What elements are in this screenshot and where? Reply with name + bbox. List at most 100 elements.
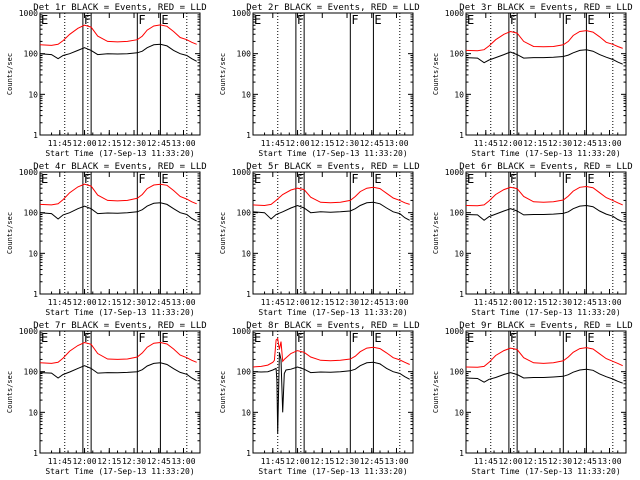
y-tick-label: 100: [450, 50, 465, 59]
x-axis-label: Start Time (17-Sep-13 11:33:20): [45, 308, 194, 317]
series-line-events: [465, 49, 623, 65]
x-tick-label: 13:00: [597, 139, 621, 148]
y-tick-label: 1: [246, 449, 251, 458]
y-tick-label: 100: [237, 50, 252, 59]
x-tick-label: 11:45: [48, 457, 72, 466]
region-label: E: [587, 172, 594, 186]
x-tick-label: 12:15: [97, 457, 121, 466]
x-tick-label: 11:45: [474, 457, 498, 466]
region-label: F: [297, 172, 304, 186]
series-line-events: [39, 362, 197, 382]
y-tick-label: 10: [241, 249, 251, 258]
x-tick-label: 12:15: [97, 139, 121, 148]
x-tick-label: 11:45: [474, 298, 498, 307]
series-line-lld: [465, 30, 623, 52]
y-axis-label: Counts/sec: [432, 371, 440, 413]
y-tick-label: 1000: [232, 9, 251, 18]
y-tick-label: 10: [28, 90, 38, 99]
region-label: F: [510, 331, 517, 345]
region-label: E: [374, 331, 381, 345]
y-tick-label: 1000: [19, 168, 38, 177]
region-label: E: [254, 331, 261, 345]
x-tick-label: 12:00: [498, 298, 522, 307]
x-tick-label: 12:00: [72, 457, 96, 466]
region-label: F: [564, 13, 571, 27]
x-axis-label: Start Time (17-Sep-13 11:33:20): [45, 149, 194, 158]
region-label: F: [564, 331, 571, 345]
x-tick-label: 13:00: [171, 457, 195, 466]
region-label: E: [161, 13, 168, 27]
x-tick-label: 12:15: [523, 298, 547, 307]
region-label: E: [161, 172, 168, 186]
region-label: E: [374, 13, 381, 27]
y-tick-label: 1: [246, 131, 251, 140]
x-tick-label: 12:30: [122, 139, 146, 148]
y-axis-label: Counts/sec: [432, 212, 440, 254]
region-label: E: [587, 13, 594, 27]
x-tick-label: 13:00: [171, 298, 195, 307]
chart-title: Det 9r BLACK = Events, RED = LLD: [459, 321, 632, 331]
region-label: F: [84, 13, 91, 27]
x-tick-label: 11:45: [474, 139, 498, 148]
chart-title: Det 2r BLACK = Events, RED = LLD: [246, 3, 419, 13]
x-tick-label: 12:30: [548, 457, 572, 466]
x-tick-label: 12:15: [310, 457, 334, 466]
x-tick-label: 12:30: [122, 298, 146, 307]
region-label: F: [297, 13, 304, 27]
y-tick-label: 100: [237, 209, 252, 218]
region-label: E: [41, 172, 48, 186]
series-line-events: [39, 202, 197, 222]
y-tick-label: 10: [28, 249, 38, 258]
x-tick-label: 13:00: [171, 139, 195, 148]
x-tick-label: 11:45: [261, 457, 285, 466]
region-label: F: [351, 172, 358, 186]
chart-title: Det 8r BLACK = Events, RED = LLD: [246, 321, 419, 331]
x-axis-label: Start Time (17-Sep-13 11:33:20): [258, 149, 407, 158]
x-tick-label: 13:00: [597, 298, 621, 307]
y-tick-label: 1000: [445, 168, 464, 177]
y-axis-label: Counts/sec: [6, 53, 14, 95]
x-tick-label: 11:45: [261, 139, 285, 148]
x-tick-label: 12:00: [498, 139, 522, 148]
x-tick-label: 12:00: [285, 298, 309, 307]
chart-title: Det 3r BLACK = Events, RED = LLD: [459, 3, 632, 13]
region-label: E: [467, 13, 474, 27]
x-tick-label: 12:15: [523, 457, 547, 466]
x-tick-label: 13:00: [384, 457, 408, 466]
x-tick-label: 12:30: [122, 457, 146, 466]
y-tick-label: 1: [459, 449, 464, 458]
x-tick-label: 12:00: [498, 457, 522, 466]
y-tick-label: 1: [33, 131, 38, 140]
region-label: F: [351, 13, 358, 27]
region-label: F: [138, 172, 145, 186]
region-label: E: [587, 331, 594, 345]
x-tick-label: 12:00: [285, 139, 309, 148]
region-label: F: [138, 331, 145, 345]
x-tick-label: 11:45: [261, 298, 285, 307]
x-axis-label: Start Time (17-Sep-13 11:33:20): [471, 149, 620, 158]
x-tick-label: 12:45: [573, 139, 597, 148]
plot-frame: [465, 330, 627, 454]
y-tick-label: 1000: [445, 327, 464, 336]
y-tick-label: 1000: [19, 9, 38, 18]
x-tick-label: 12:45: [147, 457, 171, 466]
x-tick-label: 12:30: [548, 298, 572, 307]
x-tick-label: 12:00: [72, 139, 96, 148]
y-tick-label: 1000: [19, 327, 38, 336]
y-tick-label: 10: [241, 90, 251, 99]
chart-title: Det 5r BLACK = Events, RED = LLD: [246, 162, 419, 172]
y-tick-label: 1: [459, 290, 464, 299]
x-tick-label: 12:45: [147, 139, 171, 148]
region-label: E: [41, 13, 48, 27]
y-tick-label: 100: [237, 368, 252, 377]
x-tick-label: 12:45: [360, 139, 384, 148]
region-label: E: [374, 172, 381, 186]
x-tick-label: 12:30: [548, 139, 572, 148]
series-line-events: [465, 204, 623, 223]
x-tick-label: 12:15: [310, 139, 334, 148]
y-axis-label: Counts/sec: [219, 53, 227, 95]
y-tick-label: 1: [246, 290, 251, 299]
y-tick-label: 10: [241, 408, 251, 417]
chart-title: Det 1r BLACK = Events, RED = LLD: [33, 3, 206, 13]
